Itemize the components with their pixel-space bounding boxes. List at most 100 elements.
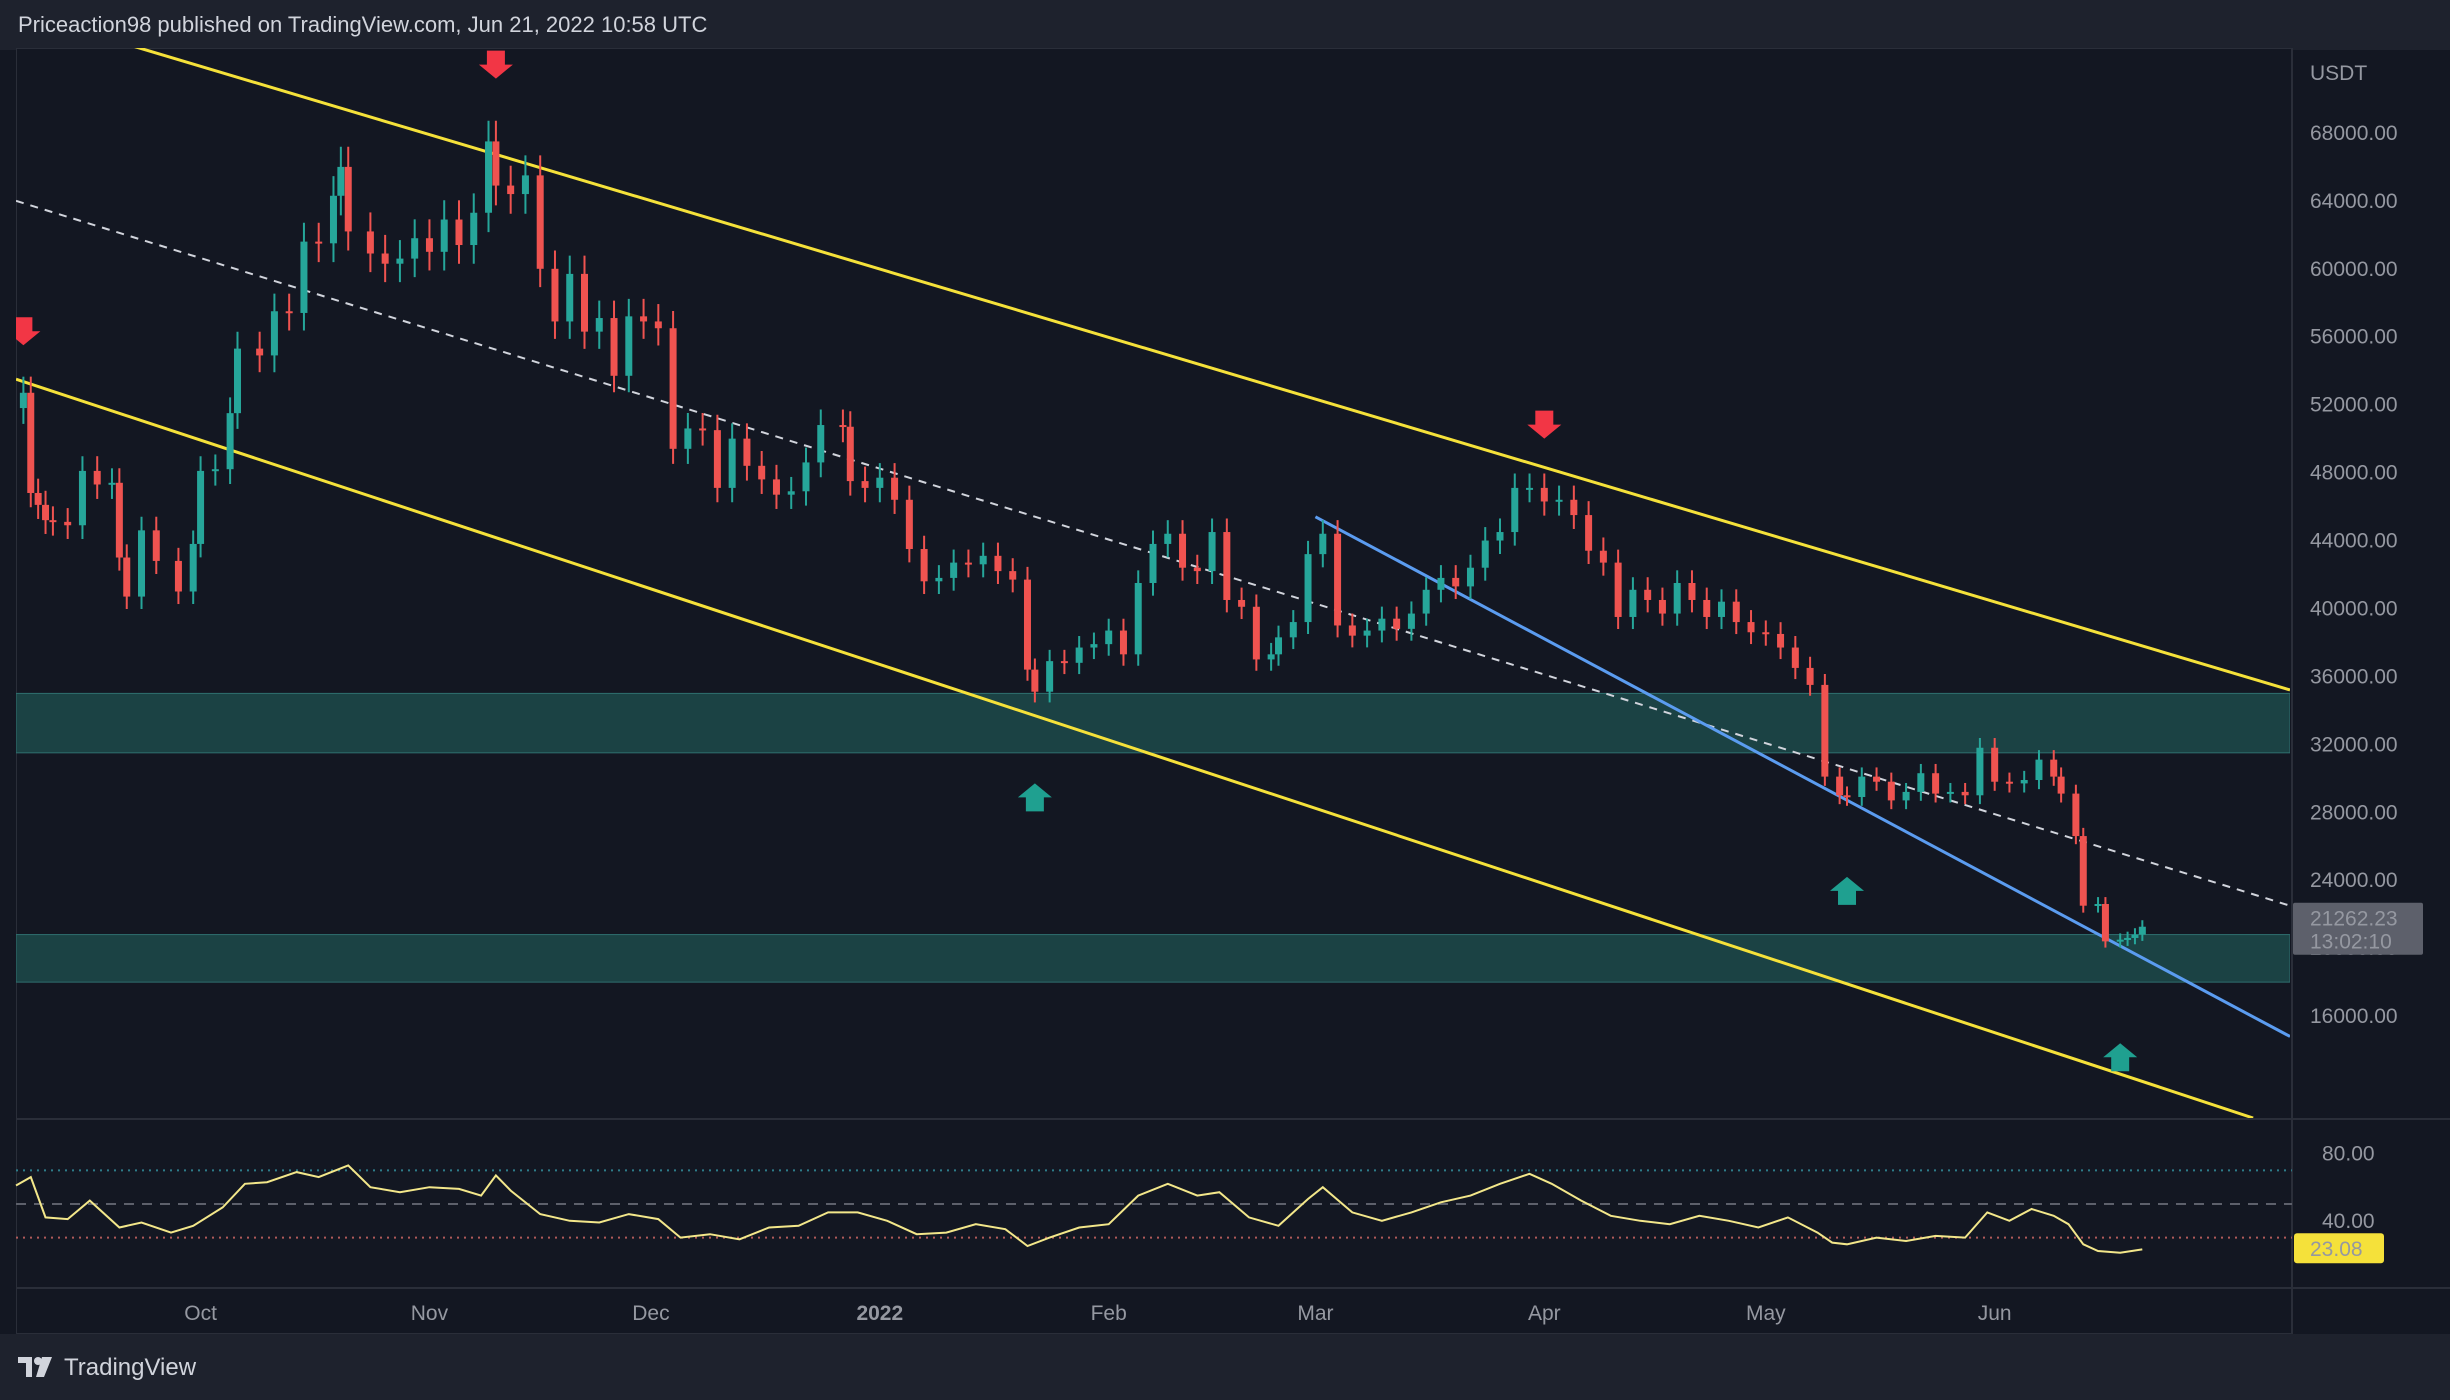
candle-body — [1466, 567, 1474, 587]
candle — [1238, 587, 1246, 620]
candle — [1105, 618, 1113, 656]
candle — [1252, 594, 1260, 671]
candle-body — [1836, 776, 1844, 796]
candle — [1437, 565, 1445, 603]
candle — [300, 222, 308, 331]
candle — [152, 516, 160, 575]
candle-body — [2020, 780, 2028, 784]
candle-body — [950, 562, 958, 578]
candle-body — [1105, 630, 1113, 645]
candle — [1932, 763, 1940, 803]
candle-body — [581, 273, 588, 332]
candle — [1496, 518, 1504, 554]
candle — [1629, 577, 1637, 630]
candle — [1902, 782, 1910, 810]
candle-body — [669, 328, 677, 449]
candle — [1873, 767, 1881, 791]
candle-body — [743, 438, 751, 466]
candle — [2057, 767, 2065, 803]
candle — [787, 476, 795, 509]
candle — [1673, 570, 1681, 626]
candle — [876, 463, 884, 503]
arrow-down-icon-2 — [478, 50, 513, 79]
price-tick-label: 40000.00 — [2310, 597, 2398, 620]
candle-body — [211, 469, 219, 472]
candle — [758, 451, 766, 494]
candle — [1887, 772, 1895, 810]
candle — [1791, 636, 1799, 680]
candle-body — [728, 438, 736, 488]
candle — [536, 155, 544, 288]
candle — [366, 212, 374, 273]
candle-body — [1976, 747, 1984, 796]
candle — [108, 468, 116, 499]
candle — [1393, 606, 1401, 641]
candle — [2050, 750, 2058, 786]
candle-body — [1393, 618, 1401, 629]
candle-body — [1946, 791, 1954, 794]
candle — [1991, 738, 1999, 791]
candle — [381, 234, 389, 283]
candle — [1090, 632, 1098, 660]
rsi-last-tag — [2294, 1233, 2384, 1264]
candle-body — [485, 141, 493, 213]
candle — [950, 549, 958, 591]
candle-body — [1179, 533, 1187, 568]
time-tick-label: Mar — [1297, 1302, 1333, 1325]
candle — [197, 456, 205, 558]
candle — [492, 120, 500, 206]
candle — [1075, 636, 1083, 675]
price-tick-label: 64000.00 — [2310, 190, 2398, 213]
time-tick-label: Jun — [1978, 1302, 2012, 1325]
candle-body — [1858, 776, 1866, 797]
candle-body — [49, 520, 57, 523]
candle-body — [802, 462, 810, 492]
candle — [1658, 587, 1666, 626]
candle — [470, 193, 478, 264]
candle-body — [521, 175, 529, 195]
candle — [1023, 566, 1031, 681]
candle — [964, 549, 972, 578]
candle — [2094, 897, 2102, 913]
price-tick-label: 48000.00 — [2310, 462, 2398, 485]
candle — [226, 397, 234, 484]
candle-body — [2094, 904, 2102, 906]
candle — [1334, 520, 1342, 638]
candle-body — [1481, 540, 1489, 568]
tradingview-logo[interactable]: TradingView — [18, 1354, 196, 1382]
candle — [1614, 549, 1622, 630]
price-tick-label: 44000.00 — [2310, 530, 2398, 553]
candle — [1179, 520, 1187, 581]
candle-body — [1223, 532, 1231, 600]
candle-body — [891, 477, 899, 500]
time-tick-label: Apr — [1528, 1302, 1561, 1325]
candle — [1747, 610, 1755, 645]
candle — [1275, 625, 1283, 666]
candle — [440, 200, 448, 271]
candle-body — [1718, 601, 1725, 617]
candle-body — [1378, 618, 1386, 631]
candle — [839, 409, 847, 443]
candle — [935, 565, 943, 595]
candle-body — [1031, 669, 1039, 692]
candle-body — [492, 141, 500, 186]
candle-body — [197, 470, 205, 544]
candle — [93, 456, 101, 499]
candle — [485, 120, 493, 233]
candle-body — [846, 426, 854, 482]
candle-body — [1334, 533, 1342, 626]
candle — [772, 464, 780, 509]
candle-body — [270, 311, 278, 356]
candle — [1149, 530, 1157, 596]
candle — [566, 255, 574, 339]
candle-body — [1688, 583, 1696, 600]
candle — [189, 530, 197, 605]
candle — [743, 423, 751, 481]
price-tick-label: 24000.00 — [2310, 869, 2398, 892]
candle-body — [19, 392, 27, 409]
candle-body — [1777, 633, 1785, 648]
candle — [1134, 570, 1142, 666]
candle — [27, 376, 35, 508]
candle-body — [1252, 606, 1260, 660]
